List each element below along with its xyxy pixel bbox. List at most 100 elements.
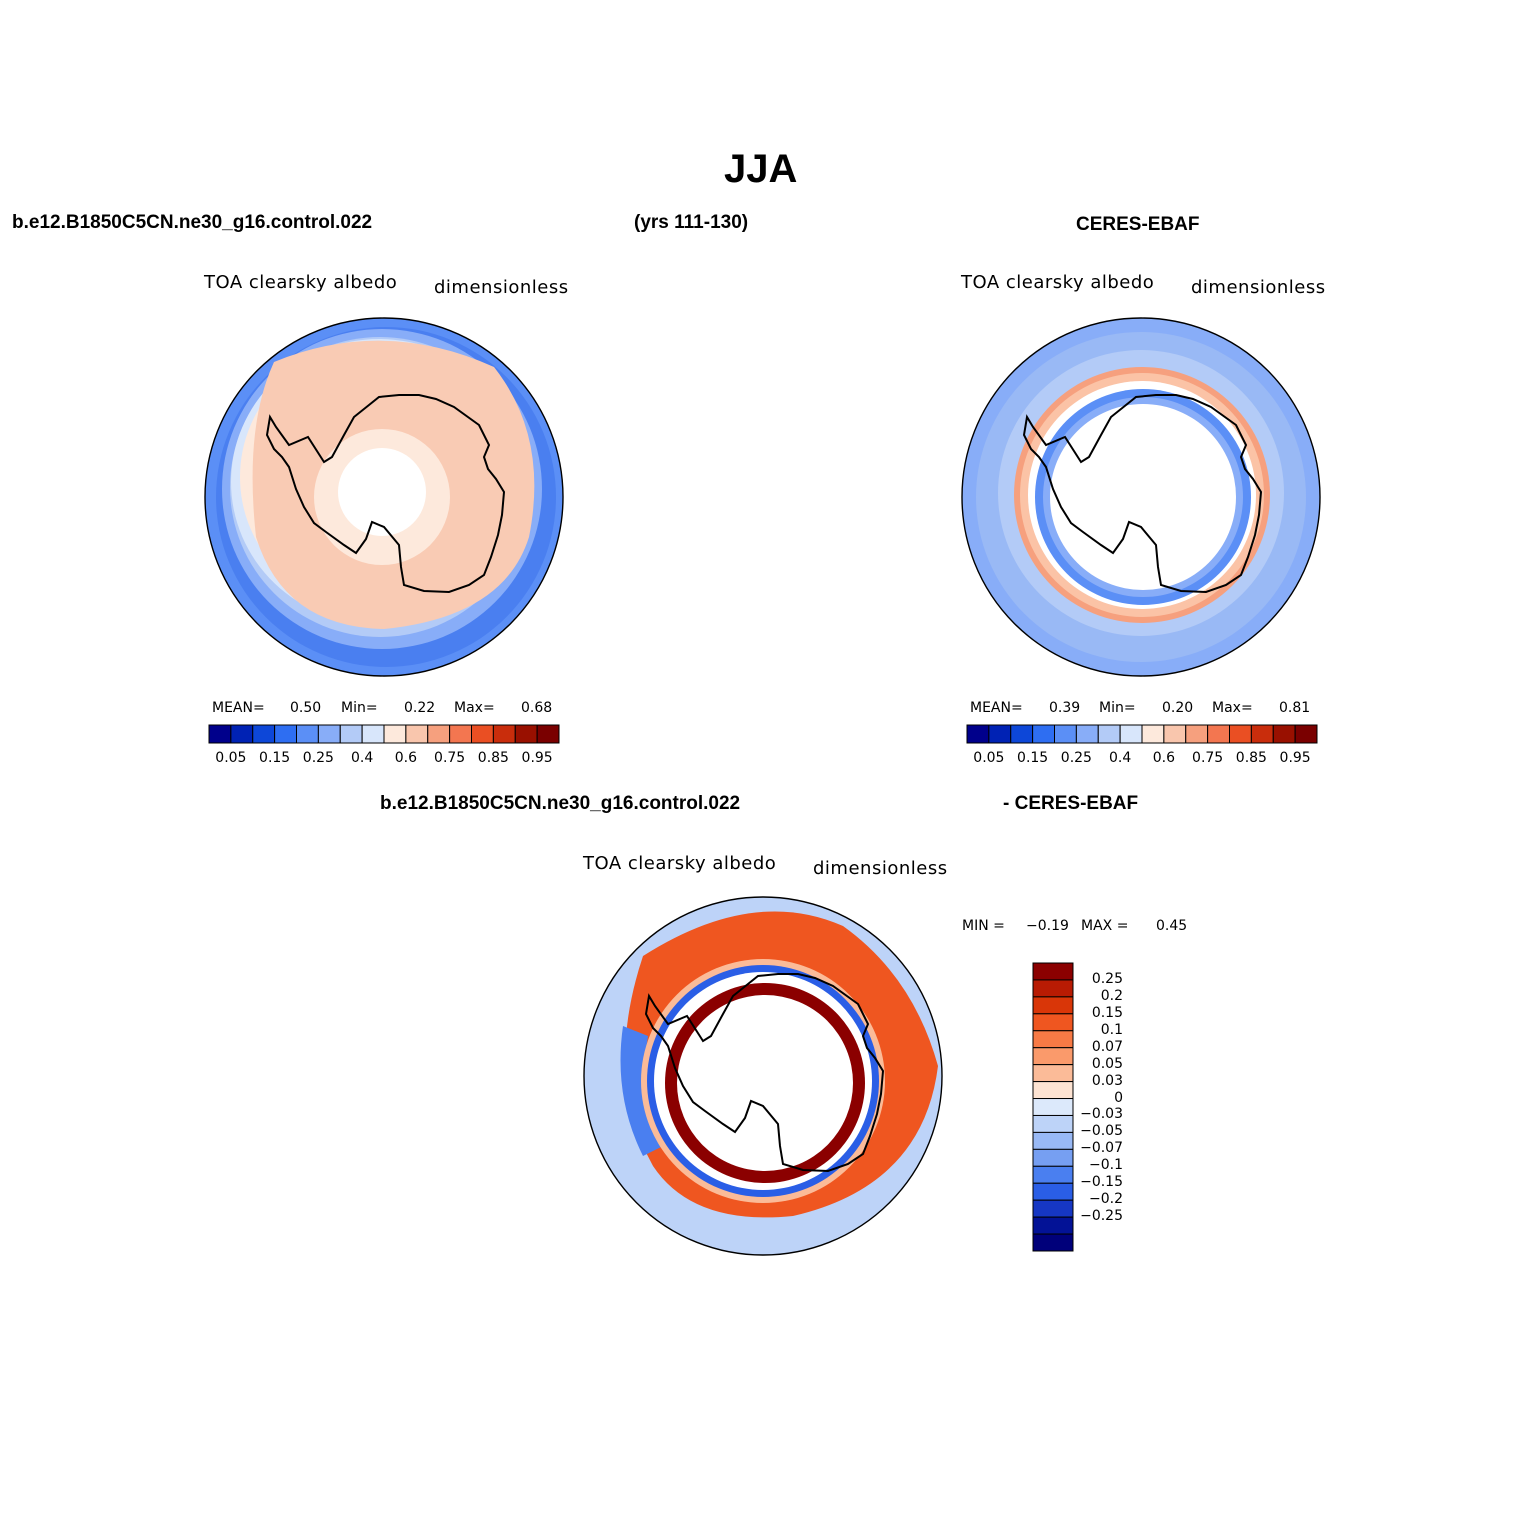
colorbar-swatch — [1032, 1013, 1074, 1032]
model-units-label: dimensionless — [434, 277, 569, 298]
colorbar-swatch — [1119, 724, 1143, 744]
model-max-label: Max= — [454, 700, 495, 716]
colorbar-tick-label: 0.4 — [350, 750, 374, 766]
colorbar-swatch — [1229, 724, 1252, 744]
colorbar-swatch — [339, 724, 363, 744]
colorbar-swatch — [449, 724, 472, 744]
colorbar-swatch — [471, 724, 494, 744]
colorbar-tick-label: 0.6 — [1152, 750, 1175, 766]
obs-units-label: dimensionless — [1191, 277, 1326, 298]
colorbar-swatch — [536, 724, 560, 744]
colorbar-tick-label: 0.03 — [1091, 1072, 1123, 1089]
model-colorbar — [208, 724, 560, 744]
colorbar-swatch — [1032, 1081, 1074, 1100]
diff-case-name: b.e12.B1850C5CN.ne30_g16.control.022 — [380, 793, 741, 814]
colorbar-tick-label: 0.6 — [394, 750, 417, 766]
colorbar-swatch — [274, 724, 297, 744]
colorbar-tick-label: −0.1 — [1089, 1157, 1123, 1174]
colorbar-swatch — [1032, 1114, 1074, 1133]
colorbar-tick-label: 0.25 — [302, 750, 334, 766]
colorbar-tick-label: 0.25 — [1091, 970, 1123, 987]
colorbar-swatch — [1032, 1216, 1074, 1235]
colorbar-swatch — [1010, 724, 1034, 744]
colorbar-swatch — [966, 724, 990, 744]
model-min-label: Min= — [341, 700, 378, 716]
colorbar-tick-label: −0.2 — [1089, 1191, 1123, 1208]
colorbar-tick-label: 0.85 — [477, 750, 509, 766]
colorbar-swatch — [1032, 1064, 1074, 1083]
model-mean-label: MEAN= — [212, 700, 265, 716]
colorbar-swatch — [1075, 724, 1099, 744]
obs-colorbar — [966, 724, 1318, 744]
colorbar-tick-label: −0.03 — [1080, 1106, 1123, 1123]
colorbar-swatch — [514, 724, 538, 744]
diff-colorbar — [1032, 962, 1074, 1252]
colorbar-swatch — [988, 724, 1012, 744]
colorbar-swatch — [492, 724, 516, 744]
obs-polar-map — [961, 317, 1321, 677]
colorbar-swatch — [230, 724, 254, 744]
colorbar-swatch — [1032, 1098, 1074, 1116]
model-mean-value: 0.50 — [290, 700, 322, 716]
colorbar-tick-label: 0.75 — [1192, 750, 1224, 766]
obs-min-label: Min= — [1099, 700, 1136, 716]
colorbar-tick-label: 0.95 — [521, 750, 553, 766]
diff-min-label: MIN = — [962, 918, 1005, 934]
model-variable-label: TOA clearsky albedo — [204, 272, 398, 293]
colorbar-tick-label: 0 — [1114, 1089, 1123, 1106]
colorbar-tick-label: 0.2 — [1100, 987, 1123, 1004]
colorbar-swatch — [1250, 724, 1274, 744]
colorbar-swatch — [1294, 724, 1318, 744]
colorbar-swatch — [1185, 724, 1209, 744]
obs-min-value: 0.20 — [1162, 700, 1194, 716]
colorbar-tick-label: 0.05 — [1091, 1055, 1123, 1072]
colorbar-tick-label: 0.95 — [1279, 750, 1311, 766]
colorbar-swatch — [317, 724, 341, 744]
colorbar-swatch — [383, 724, 407, 744]
diff-polar-map — [583, 896, 943, 1256]
colorbar-tick-label: 0.15 — [259, 750, 291, 766]
colorbar-tick-label: 0.05 — [973, 750, 1005, 766]
colorbar-tick-label: 0.05 — [215, 750, 247, 766]
colorbar-swatch — [1032, 979, 1074, 998]
colorbar-tick-label: −0.15 — [1080, 1174, 1123, 1191]
colorbar-tick-label: −0.25 — [1080, 1208, 1123, 1225]
diff-max-label: MAX = — [1081, 918, 1129, 934]
colorbar-tick-label: 0.15 — [1091, 1004, 1123, 1021]
diff-variable-label: TOA clearsky albedo — [583, 853, 777, 874]
colorbar-swatch — [1032, 996, 1074, 1015]
colorbar-tick-label: 0.25 — [1060, 750, 1092, 766]
obs-max-label: Max= — [1212, 700, 1253, 716]
diff-min-value: −0.19 — [1026, 918, 1069, 934]
colorbar-swatch — [296, 724, 319, 744]
colorbar-tick-label: 0.15 — [1017, 750, 1049, 766]
colorbar-swatch — [1032, 1148, 1074, 1167]
colorbar-swatch — [1141, 724, 1165, 744]
model-min-value: 0.22 — [404, 700, 436, 716]
colorbar-tick-label: 0.4 — [1108, 750, 1132, 766]
model-case-name: b.e12.B1850C5CN.ne30_g16.control.022 — [12, 212, 373, 233]
colorbar-swatch — [1054, 724, 1077, 744]
colorbar-swatch — [1032, 1233, 1074, 1252]
colorbar-swatch — [1163, 724, 1187, 744]
colorbar-swatch — [1032, 1131, 1074, 1150]
colorbar-tick-label: 0.85 — [1235, 750, 1267, 766]
model-max-value: 0.68 — [521, 700, 553, 716]
colorbar-swatch — [1032, 1030, 1074, 1049]
obs-case-name: CERES-EBAF — [1076, 214, 1200, 235]
colorbar-swatch — [427, 724, 451, 744]
obs-mean-value: 0.39 — [1049, 700, 1081, 716]
season-title: JJA — [724, 147, 798, 191]
colorbar-swatch — [1032, 962, 1074, 981]
colorbar-swatch — [1032, 724, 1055, 744]
colorbar-swatch — [1032, 1047, 1074, 1066]
antarctica-coastline — [1022, 394, 1263, 594]
obs-variable-label: TOA clearsky albedo — [961, 272, 1155, 293]
colorbar-tick-label: 0.1 — [1100, 1021, 1123, 1038]
diff-minus-label: - CERES-EBAF — [1003, 793, 1139, 814]
antarctica-coastline — [644, 973, 885, 1173]
colorbar-swatch — [208, 724, 232, 744]
colorbar-swatch — [1032, 1199, 1074, 1218]
colorbar-swatch — [1207, 724, 1230, 744]
model-polar-map — [204, 317, 564, 677]
